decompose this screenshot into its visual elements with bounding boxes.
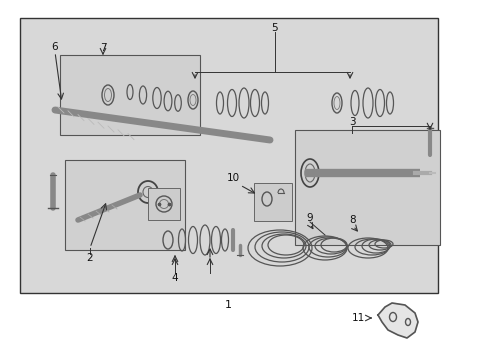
Text: 7: 7 <box>100 43 106 53</box>
Text: 9: 9 <box>306 213 313 223</box>
Bar <box>148 188 180 220</box>
Text: 5: 5 <box>271 23 278 33</box>
Text: 6: 6 <box>52 42 58 52</box>
Bar <box>294 130 439 245</box>
Bar <box>20 18 437 293</box>
Text: 2: 2 <box>86 253 93 263</box>
Polygon shape <box>377 303 417 338</box>
Text: 10: 10 <box>226 173 239 183</box>
Text: 4: 4 <box>171 273 178 283</box>
Bar <box>65 160 184 250</box>
Text: 1: 1 <box>224 300 231 310</box>
Bar <box>60 55 200 135</box>
Bar <box>253 183 291 221</box>
Text: 8: 8 <box>349 215 356 225</box>
Text: 11: 11 <box>351 313 364 323</box>
Text: 3: 3 <box>348 117 355 127</box>
